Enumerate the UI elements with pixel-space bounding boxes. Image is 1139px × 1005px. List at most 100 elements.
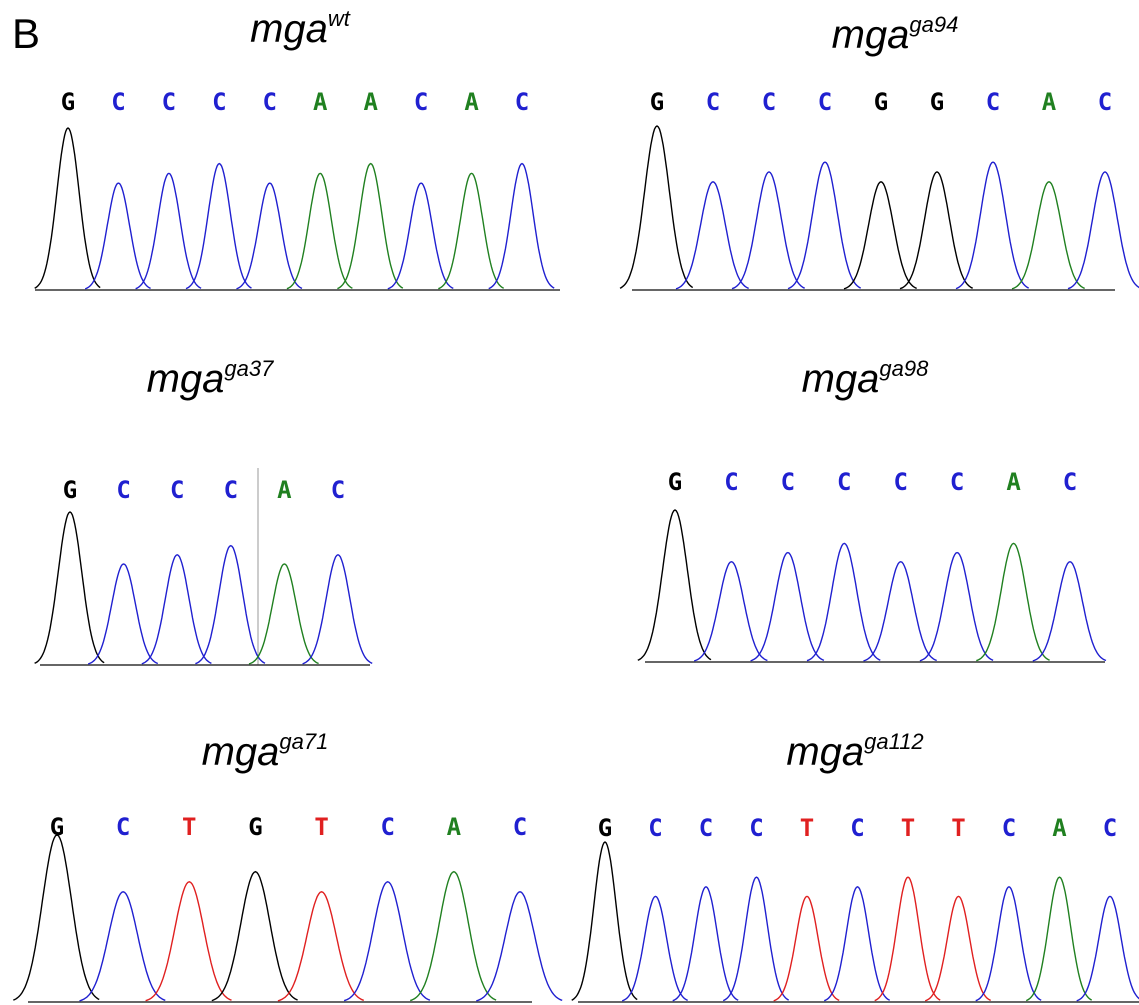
trace-peak [620, 126, 693, 288]
trace-peak [337, 164, 403, 289]
base-call: T [314, 813, 328, 841]
trace-peak [142, 555, 212, 664]
trace-peak [13, 835, 99, 1000]
trace-peak [1077, 896, 1139, 1000]
base-call: C [515, 88, 529, 116]
trace-peak [195, 546, 265, 664]
base-call: C [837, 468, 851, 496]
base-call: C [781, 468, 795, 496]
base-call: C [762, 88, 776, 116]
title-text: mga [832, 13, 910, 57]
trace-peak [774, 896, 840, 1000]
trace-peak [875, 877, 941, 1000]
panel-label: B [12, 10, 40, 57]
panel-title: mgaga37 [147, 356, 275, 401]
title-superscript: wt [328, 6, 351, 31]
base-call: G [63, 476, 77, 504]
title-text: mga [802, 357, 880, 401]
trace-peak [212, 872, 298, 1001]
base-call: G [930, 88, 944, 116]
base-call: A [1052, 814, 1067, 842]
panel-title: mgawt [250, 6, 351, 51]
figure: B mgawtGCCCCAACACmgaga94GCCCGGCACmgaga37… [0, 0, 1139, 1005]
base-call: C [224, 476, 238, 504]
base-call: C [380, 813, 394, 841]
base-call: G [650, 88, 664, 116]
base-call: C [162, 88, 176, 116]
trace-peak [673, 887, 739, 1001]
base-call: C [1103, 814, 1117, 842]
title-superscript: ga112 [864, 729, 924, 754]
trace-peak [925, 896, 991, 1000]
base-call: C [513, 813, 527, 841]
panel-title: mgaga98 [802, 356, 930, 401]
trace-peak [864, 562, 937, 661]
trace-peak [638, 510, 711, 660]
base-call: C [1002, 814, 1016, 842]
base-call: T [951, 814, 965, 842]
trace-peak [1068, 172, 1139, 289]
base-call: G [248, 813, 262, 841]
trace-peak [388, 183, 454, 289]
trace-peak [303, 555, 373, 664]
title-text: mga [786, 730, 864, 774]
base-call: T [800, 814, 814, 842]
trace-peak [572, 842, 638, 1000]
trace-peak [410, 872, 496, 1001]
base-call: C [170, 476, 184, 504]
title-text: mga [202, 730, 280, 774]
trace-peak [751, 553, 824, 661]
base-call: A [447, 813, 462, 841]
base-call: G [61, 88, 75, 116]
trace-peak [186, 164, 252, 289]
trace-peak [1026, 877, 1092, 1000]
trace-peak [35, 128, 101, 288]
base-call: C [706, 88, 720, 116]
base-call: G [874, 88, 888, 116]
base-call: G [598, 814, 612, 842]
base-call: C [986, 88, 1000, 116]
base-call: T [901, 814, 915, 842]
base-call: C [724, 468, 738, 496]
trace-peak [807, 543, 880, 660]
base-call: C [1098, 88, 1112, 116]
base-call: A [1042, 88, 1057, 116]
base-call: C [263, 88, 277, 116]
base-call: C [818, 88, 832, 116]
trace-peak [287, 173, 353, 288]
trace-peak [723, 877, 789, 1000]
trace-peak [976, 887, 1041, 1001]
title-superscript: ga94 [909, 12, 958, 37]
panel-title: mgaga94 [832, 12, 959, 57]
base-call: C [116, 476, 130, 504]
title-text: mga [147, 357, 225, 401]
base-call: C [850, 814, 864, 842]
trace-peak [438, 173, 503, 288]
base-call: C [1063, 468, 1077, 496]
base-call: C [749, 814, 763, 842]
trace-peak [237, 183, 303, 289]
base-call: C [893, 468, 907, 496]
trace-peak [249, 564, 319, 664]
trace-peak [1012, 182, 1085, 289]
base-call: G [50, 813, 64, 841]
title-superscript: ga71 [279, 729, 328, 754]
base-call: C [699, 814, 713, 842]
trace-peak [136, 173, 202, 288]
title-superscript: ga37 [224, 356, 274, 381]
trace-peak [344, 882, 430, 1001]
trace-peak [788, 162, 861, 289]
base-call: C [111, 88, 125, 116]
trace-peak [622, 896, 688, 1000]
trace-peak [732, 172, 805, 289]
base-call: A [1006, 468, 1021, 496]
base-call: T [182, 813, 196, 841]
trace-peak [278, 892, 364, 1001]
trace-peak [489, 164, 555, 289]
base-call: C [950, 468, 964, 496]
base-call: C [116, 813, 130, 841]
trace-peak [844, 182, 917, 289]
trace-peak [80, 892, 166, 1001]
panel-title: mgaga112 [786, 729, 923, 774]
trace-peak [824, 887, 890, 1001]
